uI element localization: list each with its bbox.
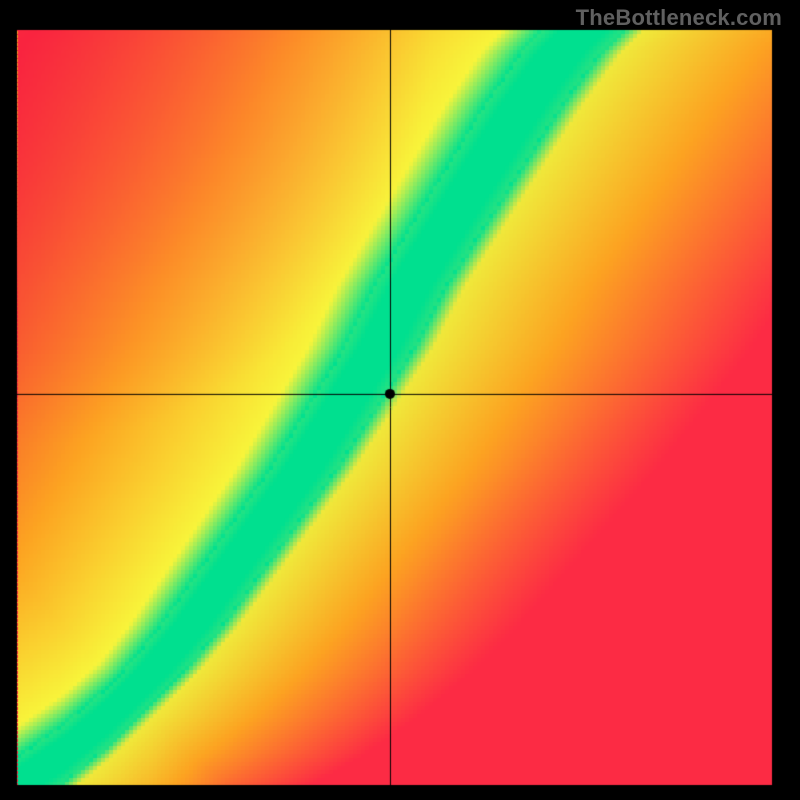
bottleneck-heatmap bbox=[0, 0, 800, 800]
watermark-text: TheBottleneck.com bbox=[576, 5, 782, 31]
chart-container: TheBottleneck.com bbox=[0, 0, 800, 800]
